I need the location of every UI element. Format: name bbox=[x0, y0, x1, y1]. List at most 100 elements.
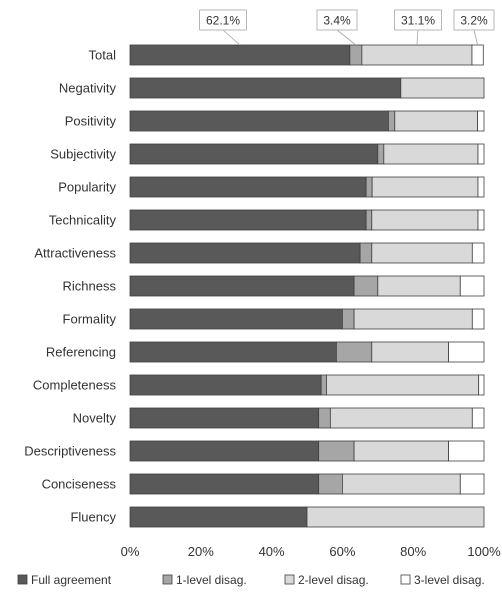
legend-item-1-level-disag: 1-level disag. bbox=[162, 573, 247, 587]
bar-negativity-full-agreement bbox=[129, 77, 402, 99]
bar-total-1-level-disag bbox=[349, 44, 363, 66]
bar-technicality-3-level-disag bbox=[477, 209, 485, 231]
bar-conciseness-full-agreement bbox=[129, 473, 320, 495]
bar-subjectivity-2-level-disag bbox=[383, 143, 479, 165]
bar-richness-full-agreement bbox=[129, 275, 355, 297]
bar-technicality-2-level-disag bbox=[371, 209, 479, 231]
x-tick-label-100: 100% bbox=[467, 544, 501, 559]
category-label-formality: Formality bbox=[63, 312, 117, 327]
bar-conciseness-1-level-disag bbox=[318, 473, 343, 495]
legend-item-full-agreement: Full agreement bbox=[17, 573, 112, 587]
callout-box bbox=[316, 9, 358, 31]
legend-label-full-agreement: Full agreement bbox=[31, 573, 112, 587]
bar-novelty-full-agreement bbox=[129, 407, 320, 429]
x-tick-label-60: 60% bbox=[329, 544, 355, 559]
bar-descriptiveness-3-level-disag bbox=[448, 440, 485, 462]
bar-descriptiveness-1-level-disag bbox=[318, 440, 355, 462]
legend-label-1-level-disag: 1-level disag. bbox=[176, 573, 247, 587]
data-label-text: 62.1% bbox=[206, 14, 240, 28]
category-label-technicality: Technicality bbox=[49, 213, 117, 228]
category-label-novelty: Novelty bbox=[73, 411, 117, 426]
data-label-text: 31.1% bbox=[401, 14, 435, 28]
category-label-completeness: Completeness bbox=[33, 378, 117, 393]
x-tick-label-40: 40% bbox=[259, 544, 285, 559]
category-label-total: Total bbox=[89, 48, 117, 63]
bar-positivity-1-level-disag bbox=[388, 110, 396, 132]
legend-swatch-1-level-disag bbox=[162, 574, 173, 585]
bar-positivity-full-agreement bbox=[129, 110, 389, 132]
bar-formality-3-level-disag bbox=[471, 308, 485, 330]
data-label-text: 3.4% bbox=[323, 14, 351, 28]
bar-formality-2-level-disag bbox=[353, 308, 473, 330]
bar-conciseness-3-level-disag bbox=[459, 473, 485, 495]
bar-completeness-1-level-disag bbox=[320, 374, 327, 396]
bar-total-3-level-disag bbox=[471, 44, 484, 66]
bar-popularity-2-level-disag bbox=[371, 176, 479, 198]
bar-total-full-agreement bbox=[129, 44, 351, 66]
legend-item-3-level-disag: 3-level disag. bbox=[400, 573, 485, 587]
category-label-popularity: Popularity bbox=[58, 180, 116, 195]
bar-technicality-full-agreement bbox=[129, 209, 367, 231]
category-label-negativity: Negativity bbox=[59, 81, 117, 96]
bar-richness-3-level-disag bbox=[459, 275, 485, 297]
leader-line bbox=[336, 29, 357, 46]
callout-box bbox=[453, 9, 495, 31]
category-label-conciseness: Conciseness bbox=[42, 477, 117, 492]
data-label-1-level-disag: 3.4% bbox=[316, 9, 358, 46]
bar-novelty-2-level-disag bbox=[329, 407, 473, 429]
bar-conciseness-2-level-disag bbox=[341, 473, 461, 495]
bar-completeness-full-agreement bbox=[129, 374, 322, 396]
category-label-attractiveness: Attractiveness bbox=[34, 246, 116, 261]
x-tick-label-0: 0% bbox=[121, 544, 140, 559]
category-label-subjectivity: Subjectivity bbox=[50, 147, 116, 162]
bars-layer bbox=[129, 44, 485, 528]
leader-line bbox=[416, 29, 419, 46]
data-label-2-level-disag: 31.1% bbox=[394, 9, 442, 46]
bar-formality-full-agreement bbox=[129, 308, 343, 330]
bar-positivity-2-level-disag bbox=[394, 110, 479, 132]
legend-swatch-2-level-disag bbox=[284, 574, 295, 585]
category-labels: Total Negativity Positivity Subjectivity Pop… bbox=[24, 48, 116, 525]
data-label-3-level-disag: 3.2% bbox=[453, 9, 495, 46]
bar-referencing-3-level-disag bbox=[448, 341, 485, 363]
legend-swatch-3-level-disag bbox=[400, 574, 411, 585]
bar-attractiveness-full-agreement bbox=[129, 242, 361, 264]
legend-item-2-level-disag: 2-level disag. bbox=[284, 573, 369, 587]
bar-popularity-3-level-disag bbox=[477, 176, 485, 198]
category-label-richness: Richness bbox=[63, 279, 117, 294]
bar-referencing-full-agreement bbox=[129, 341, 337, 363]
bar-popularity-full-agreement bbox=[129, 176, 367, 198]
bar-negativity-2-level-disag bbox=[400, 77, 485, 99]
bar-formality-1-level-disag bbox=[341, 308, 355, 330]
category-label-positivity: Positivity bbox=[65, 114, 117, 129]
bar-fluency-2-level-disag bbox=[306, 506, 485, 528]
leader-line bbox=[222, 29, 241, 46]
bar-subjectivity-3-level-disag bbox=[477, 143, 485, 165]
bar-total-2-level-disag bbox=[361, 44, 473, 66]
category-label-descriptiveness: Descriptiveness bbox=[24, 444, 116, 459]
category-label-referencing: Referencing bbox=[46, 345, 116, 360]
data-label-text: 3.2% bbox=[460, 14, 488, 28]
bar-descriptiveness-2-level-disag bbox=[353, 440, 449, 462]
category-label-fluency: Fluency bbox=[70, 510, 116, 525]
x-tick-label-80: 80% bbox=[400, 544, 426, 559]
callout-box bbox=[394, 9, 442, 31]
legend-swatch-full-agreement bbox=[17, 574, 28, 585]
bar-richness-2-level-disag bbox=[377, 275, 461, 297]
bar-subjectivity-1-level-disag bbox=[377, 143, 385, 165]
bar-novelty-3-level-disag bbox=[471, 407, 485, 429]
bar-descriptiveness-full-agreement bbox=[129, 440, 320, 462]
leader-line bbox=[473, 29, 479, 46]
data-label-callouts: 62.1% 3.4% 31.1% 3.2% bbox=[199, 9, 495, 46]
data-label-full-agreement: 62.1% bbox=[199, 9, 247, 46]
bar-attractiveness-1-level-disag bbox=[359, 242, 373, 264]
bar-positivity-3-level-disag bbox=[477, 110, 485, 132]
legend: Full agreement 1-level disag. 2-level disa… bbox=[17, 573, 485, 587]
bar-popularity-1-level-disag bbox=[365, 176, 373, 198]
bar-completeness-3-level-disag bbox=[478, 374, 485, 396]
bar-technicality-1-level-disag bbox=[365, 209, 373, 231]
legend-label-2-level-disag: 2-level disag. bbox=[298, 573, 369, 587]
x-axis: 0% 20% 40% 60% 80% 100% bbox=[121, 544, 501, 559]
bar-referencing-1-level-disag bbox=[335, 341, 373, 363]
